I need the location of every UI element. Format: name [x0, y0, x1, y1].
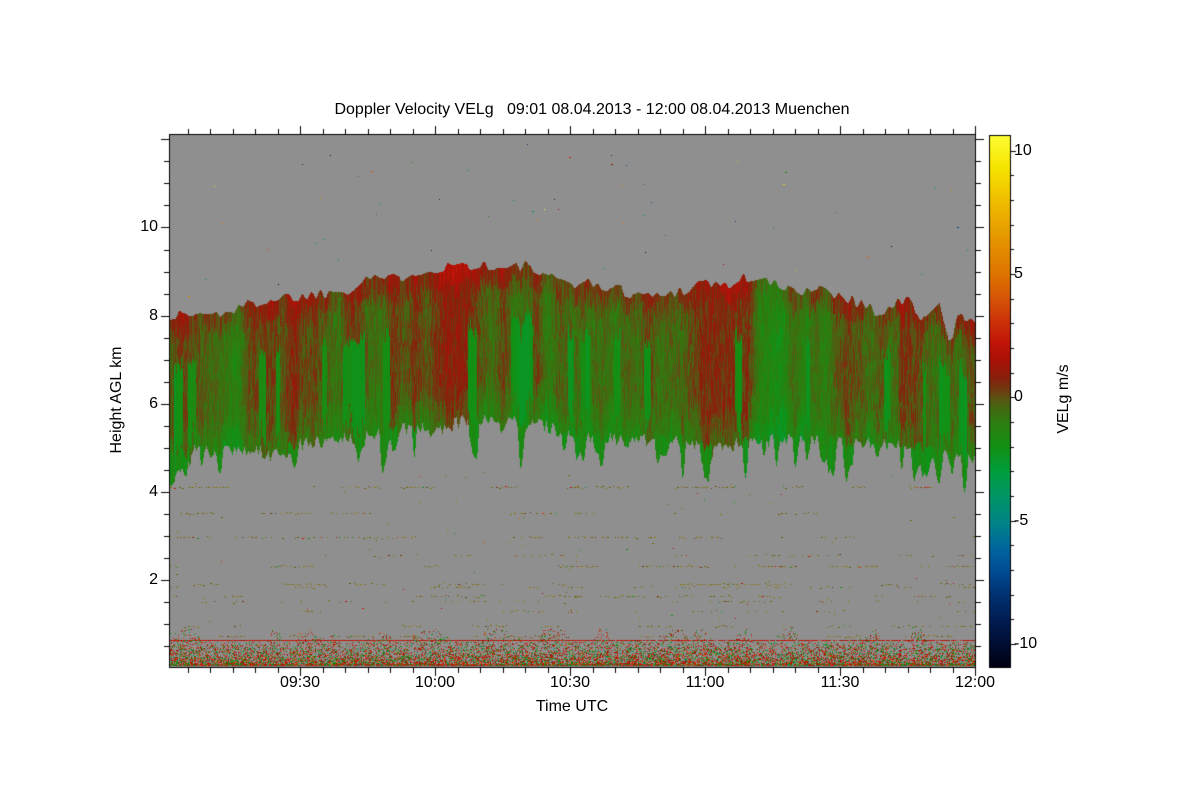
plot-title: Doppler Velocity VELg 09:01 08.04.2013 -… — [334, 101, 850, 118]
colorbar-tick-label-0: 0 — [1014, 388, 1023, 405]
colorbar-tick-label-5: 5 — [1014, 265, 1023, 282]
colorbar-title: VELg m/s — [1055, 364, 1072, 434]
x-tick-label-1100: 11:00 — [685, 674, 725, 691]
x-tick-label-1130: 11:30 — [820, 674, 860, 691]
x-tick-label-0930: 09:30 — [279, 674, 321, 691]
colorbar — [989, 135, 1017, 668]
x-tick-label-1000: 10:00 — [414, 674, 456, 691]
colorbar-tick-label--5: -5 — [1014, 512, 1029, 529]
colorbar-tick-label-10: 10 — [1014, 142, 1032, 159]
x-axis-title: Time UTC — [535, 698, 609, 715]
plot-area — [170, 135, 975, 667]
colorbar-tick-label--10: -10 — [1014, 635, 1038, 652]
y-tick-label-10: 10 — [140, 218, 158, 235]
y-tick-label-6: 6 — [149, 395, 158, 412]
y-tick-label-2: 2 — [149, 571, 158, 588]
x-tick-label-1200: 12:00 — [954, 674, 996, 691]
y-tick-label-8: 8 — [149, 307, 158, 324]
y-tick-label-4: 4 — [149, 483, 158, 500]
x-tick-label-1030: 10:30 — [549, 674, 591, 691]
